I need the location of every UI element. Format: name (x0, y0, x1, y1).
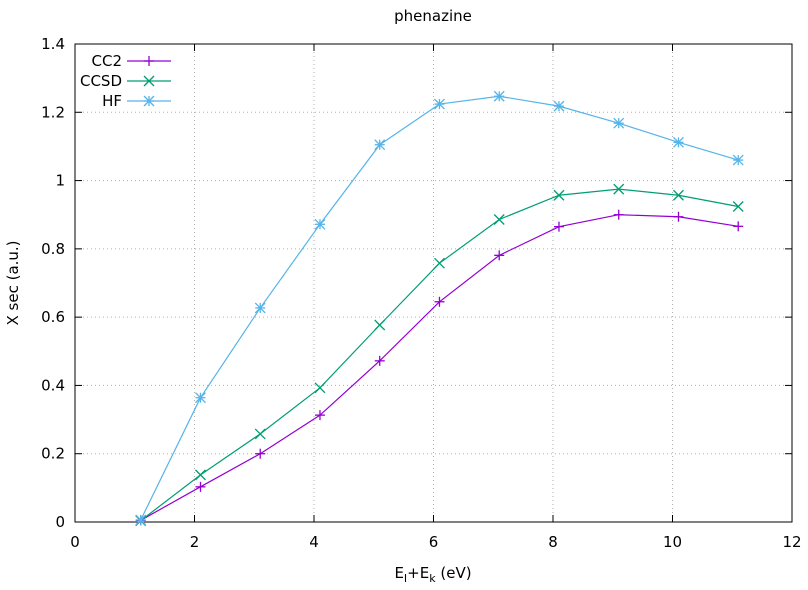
x-axis-label: EI+Ek (eV) (394, 564, 471, 585)
data-point-ccsd (493, 214, 505, 225)
x-tick-label: 2 (190, 533, 200, 551)
data-point-cc2 (733, 221, 744, 232)
data-point-hf (732, 154, 744, 166)
data-point-hf (254, 302, 266, 314)
x-axis-label-sub1: I (404, 572, 407, 585)
y-axis-label: X sec (a.u.) (4, 240, 22, 325)
legend-label: CCSD (80, 72, 122, 90)
x-axis-label-mid: +E (407, 564, 429, 582)
data-point-hf (314, 218, 326, 230)
data-point-hf (673, 136, 684, 148)
plot-frame (74, 43, 793, 523)
legend-item-cc2: CC2 (92, 52, 171, 70)
data-point-ccsd (195, 469, 206, 481)
data-point-hf (553, 100, 565, 112)
y-tick-label: 1 (55, 172, 65, 190)
data-point-cc2 (553, 221, 564, 232)
series-ccsd (135, 183, 744, 527)
data-point-ccsd (314, 382, 326, 394)
data-point-ccsd (732, 201, 744, 212)
data-point-hf (135, 514, 147, 526)
data-point-cc2 (195, 481, 206, 492)
data-point-ccsd (434, 257, 445, 269)
data-point-ccsd (613, 183, 625, 195)
y-tick-label: 1.2 (41, 103, 65, 121)
axis-ticks: 0 2 4 6 8 10 12 0 0.2 0.4 0.6 0.8 1 1.2 1.4 (41, 35, 801, 551)
data-point-cc2 (314, 410, 325, 421)
legend-marker (143, 95, 155, 107)
x-tick-label: 10 (663, 533, 682, 551)
x-tick-label: 4 (309, 533, 319, 551)
x-tick-label: 6 (429, 533, 439, 551)
data-point-cc2 (673, 211, 684, 222)
legend-label: CC2 (92, 52, 123, 70)
series-line-cc2 (140, 214, 739, 521)
series-line-hf (140, 95, 739, 521)
data-point-ccsd (254, 428, 266, 440)
data-point-hf (374, 139, 386, 151)
data-point-hf (493, 90, 505, 102)
data-point-cc2 (255, 448, 266, 459)
x-tick-label: 12 (782, 533, 801, 551)
data-point-ccsd (553, 189, 565, 201)
y-tick-label: 0.6 (41, 308, 65, 326)
legend-marker (144, 56, 154, 66)
data-point-cc2 (494, 250, 505, 261)
chart-title: phenazine (394, 7, 472, 25)
legend: CC2 CCSD HF (80, 52, 171, 110)
y-tick-label: 1.4 (41, 35, 65, 53)
series-layer (135, 90, 744, 527)
data-point-hf (613, 117, 625, 129)
legend-item-hf: HF (102, 92, 171, 110)
legend-marker (143, 75, 155, 87)
x-tick-label: 8 (548, 533, 558, 551)
data-point-ccsd (374, 319, 386, 331)
data-point-ccsd (673, 189, 684, 201)
data-point-hf (434, 98, 445, 110)
x-tick-label: 0 (70, 533, 80, 551)
data-point-hf (195, 392, 206, 404)
y-tick-label: 0.8 (41, 240, 65, 258)
x-axis-label-prefix: E (394, 564, 403, 582)
data-point-cc2 (374, 355, 385, 366)
data-point-cc2 (613, 209, 624, 220)
x-axis-label-suffix: (eV) (436, 564, 472, 582)
series-cc2 (135, 209, 744, 526)
grid (75, 44, 792, 522)
y-tick-label: 0.4 (41, 376, 65, 394)
y-tick-label: 0 (55, 513, 65, 531)
y-tick-label: 0.2 (41, 445, 65, 463)
legend-item-ccsd: CCSD (80, 72, 171, 90)
data-point-cc2 (434, 296, 445, 307)
x-axis-label-sub2: k (429, 572, 436, 585)
legend-label: HF (102, 92, 122, 110)
series-hf (135, 90, 744, 526)
